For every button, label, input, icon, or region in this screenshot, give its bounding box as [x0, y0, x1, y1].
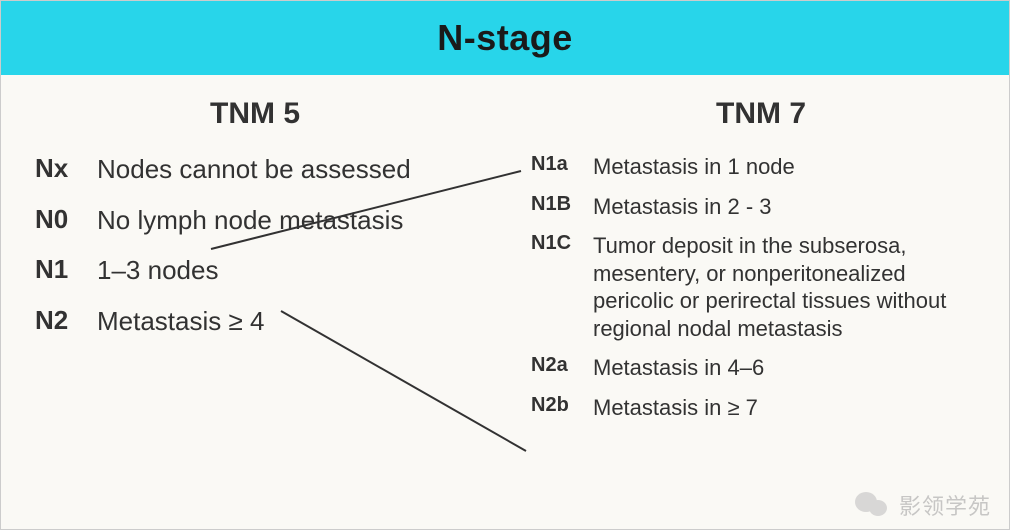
tnm7-row-n1c: N1C Tumor deposit in the subserosa, mese… — [531, 232, 991, 342]
tnm7-row-n1a: N1a Metastasis in 1 node — [531, 153, 991, 181]
desc-n2: Metastasis ≥ 4 — [97, 305, 475, 338]
tnm5-row-n1: N1 1–3 nodes — [35, 254, 475, 287]
heading-tnm5: TNM 5 — [35, 97, 475, 131]
desc-n1b: Metastasis in 2 - 3 — [593, 193, 991, 221]
code-n2: N2 — [35, 305, 97, 336]
tnm5-row-n2: N2 Metastasis ≥ 4 — [35, 305, 475, 338]
desc-nx: Nodes cannot be assessed — [97, 153, 475, 186]
desc-n1c: Tumor deposit in the subserosa, mesenter… — [593, 232, 991, 342]
tnm7-row-n2b: N2b Metastasis in ≥ 7 — [531, 394, 991, 422]
code-n1: N1 — [35, 254, 97, 285]
code-n1a: N1a — [531, 153, 593, 176]
column-tnm5: TNM 5 Nx Nodes cannot be assessed N0 No … — [35, 97, 475, 355]
title-text: N-stage — [437, 17, 573, 59]
code-nx: Nx — [35, 153, 97, 184]
code-n1b: N1B — [531, 193, 593, 216]
code-n2b: N2b — [531, 394, 593, 417]
tnm7-row-n1b: N1B Metastasis in 2 - 3 — [531, 193, 991, 221]
column-tnm7: TNM 7 N1a Metastasis in 1 node N1B Metas… — [531, 97, 991, 433]
content-area: TNM 5 Nx Nodes cannot be assessed N0 No … — [1, 75, 1009, 530]
desc-n0: No lymph node metastasis — [97, 204, 475, 237]
desc-n1: 1–3 nodes — [97, 254, 475, 287]
desc-n1a: Metastasis in 1 node — [593, 153, 991, 181]
code-n1c: N1C — [531, 232, 593, 255]
watermark: 影领学苑 — [855, 489, 991, 521]
tnm5-row-n0: N0 No lymph node metastasis — [35, 204, 475, 237]
heading-tnm7: TNM 7 — [531, 97, 991, 131]
wechat-icon — [855, 490, 891, 520]
desc-n2b: Metastasis in ≥ 7 — [593, 394, 991, 422]
watermark-text: 影领学苑 — [899, 489, 991, 521]
code-n0: N0 — [35, 204, 97, 235]
tnm5-row-nx: Nx Nodes cannot be assessed — [35, 153, 475, 186]
tnm7-row-n2a: N2a Metastasis in 4–6 — [531, 354, 991, 382]
code-n2a: N2a — [531, 354, 593, 377]
title-bar: N-stage — [1, 1, 1009, 75]
slide-container: N-stage TNM 5 Nx Nodes cannot be assesse… — [0, 0, 1010, 530]
desc-n2a: Metastasis in 4–6 — [593, 354, 991, 382]
